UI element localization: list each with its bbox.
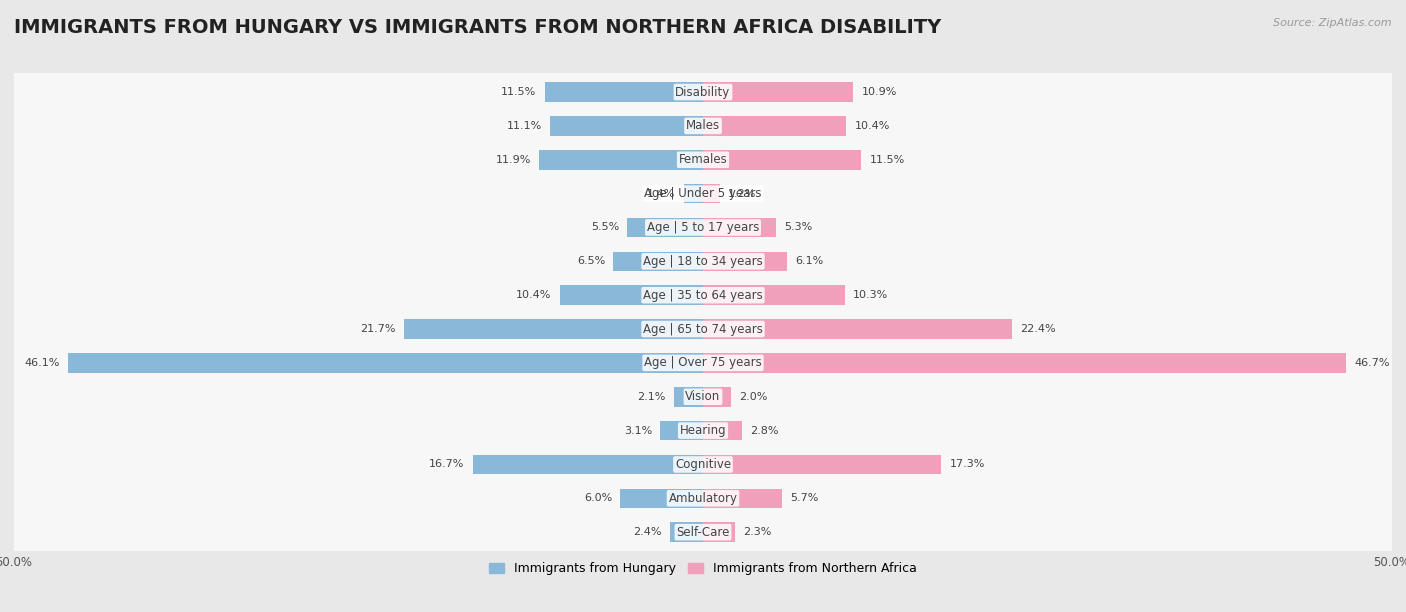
Text: Age | 65 to 74 years: Age | 65 to 74 years — [643, 323, 763, 335]
Bar — [703, 116, 846, 136]
Text: 46.1%: 46.1% — [24, 358, 59, 368]
Text: Age | Over 75 years: Age | Over 75 years — [644, 356, 762, 370]
Text: Hearing: Hearing — [679, 424, 727, 437]
FancyBboxPatch shape — [10, 370, 1396, 423]
FancyBboxPatch shape — [10, 65, 1396, 119]
Text: 17.3%: 17.3% — [949, 460, 986, 469]
Text: Age | 5 to 17 years: Age | 5 to 17 years — [647, 221, 759, 234]
Bar — [620, 488, 703, 508]
Bar — [661, 421, 703, 441]
Text: Source: ZipAtlas.com: Source: ZipAtlas.com — [1274, 18, 1392, 28]
Bar — [544, 82, 703, 102]
Text: 16.7%: 16.7% — [429, 460, 464, 469]
Text: Self-Care: Self-Care — [676, 526, 730, 539]
Bar — [683, 184, 703, 203]
FancyBboxPatch shape — [10, 100, 1396, 152]
FancyBboxPatch shape — [10, 235, 1396, 288]
Text: 6.1%: 6.1% — [796, 256, 824, 266]
FancyBboxPatch shape — [10, 133, 1396, 186]
Bar — [703, 387, 731, 406]
Bar — [627, 218, 703, 237]
Text: 2.3%: 2.3% — [742, 527, 772, 537]
Text: Age | Under 5 years: Age | Under 5 years — [644, 187, 762, 200]
Bar — [404, 319, 703, 339]
Bar — [703, 82, 853, 102]
Bar — [538, 150, 703, 170]
Text: 11.5%: 11.5% — [501, 87, 536, 97]
Bar — [703, 421, 741, 441]
Bar — [703, 319, 1012, 339]
Bar — [703, 285, 845, 305]
Text: Vision: Vision — [685, 390, 721, 403]
FancyBboxPatch shape — [10, 167, 1396, 220]
FancyBboxPatch shape — [10, 472, 1396, 524]
Text: 5.3%: 5.3% — [785, 223, 813, 233]
Text: 1.2%: 1.2% — [728, 188, 756, 199]
Text: 5.5%: 5.5% — [591, 223, 619, 233]
Text: Age | 18 to 34 years: Age | 18 to 34 years — [643, 255, 763, 268]
Text: Disability: Disability — [675, 86, 731, 99]
Text: Age | 35 to 64 years: Age | 35 to 64 years — [643, 289, 763, 302]
Text: Males: Males — [686, 119, 720, 132]
Text: 11.1%: 11.1% — [506, 121, 541, 131]
Text: 6.0%: 6.0% — [583, 493, 612, 503]
Bar — [703, 184, 720, 203]
Text: 22.4%: 22.4% — [1019, 324, 1056, 334]
Text: 11.9%: 11.9% — [495, 155, 531, 165]
FancyBboxPatch shape — [10, 404, 1396, 457]
Text: 10.3%: 10.3% — [853, 290, 889, 300]
Bar — [472, 455, 703, 474]
Text: Cognitive: Cognitive — [675, 458, 731, 471]
Bar — [703, 523, 735, 542]
Text: 11.5%: 11.5% — [870, 155, 905, 165]
Bar — [673, 387, 703, 406]
FancyBboxPatch shape — [10, 303, 1396, 356]
Text: 21.7%: 21.7% — [360, 324, 395, 334]
Text: 10.9%: 10.9% — [862, 87, 897, 97]
Bar — [703, 353, 1347, 373]
Text: 2.4%: 2.4% — [633, 527, 662, 537]
Text: 2.8%: 2.8% — [749, 425, 779, 436]
Bar — [669, 523, 703, 542]
FancyBboxPatch shape — [10, 438, 1396, 491]
Text: 46.7%: 46.7% — [1355, 358, 1391, 368]
Text: 10.4%: 10.4% — [855, 121, 890, 131]
Bar — [703, 252, 787, 271]
Text: 5.7%: 5.7% — [790, 493, 818, 503]
Text: 3.1%: 3.1% — [624, 425, 652, 436]
Bar — [703, 488, 782, 508]
Text: 2.1%: 2.1% — [637, 392, 666, 401]
Bar — [550, 116, 703, 136]
Legend: Immigrants from Hungary, Immigrants from Northern Africa: Immigrants from Hungary, Immigrants from… — [484, 558, 922, 580]
Text: 2.0%: 2.0% — [738, 392, 768, 401]
Bar — [703, 455, 942, 474]
FancyBboxPatch shape — [10, 506, 1396, 559]
Text: 6.5%: 6.5% — [576, 256, 605, 266]
Text: Females: Females — [679, 153, 727, 166]
FancyBboxPatch shape — [10, 201, 1396, 254]
Text: 1.4%: 1.4% — [647, 188, 675, 199]
Bar — [67, 353, 703, 373]
Bar — [703, 150, 862, 170]
Text: 10.4%: 10.4% — [516, 290, 551, 300]
FancyBboxPatch shape — [10, 269, 1396, 321]
FancyBboxPatch shape — [10, 337, 1396, 389]
Text: IMMIGRANTS FROM HUNGARY VS IMMIGRANTS FROM NORTHERN AFRICA DISABILITY: IMMIGRANTS FROM HUNGARY VS IMMIGRANTS FR… — [14, 18, 941, 37]
Text: Ambulatory: Ambulatory — [668, 492, 738, 505]
Bar — [613, 252, 703, 271]
Bar — [703, 218, 776, 237]
Bar — [560, 285, 703, 305]
